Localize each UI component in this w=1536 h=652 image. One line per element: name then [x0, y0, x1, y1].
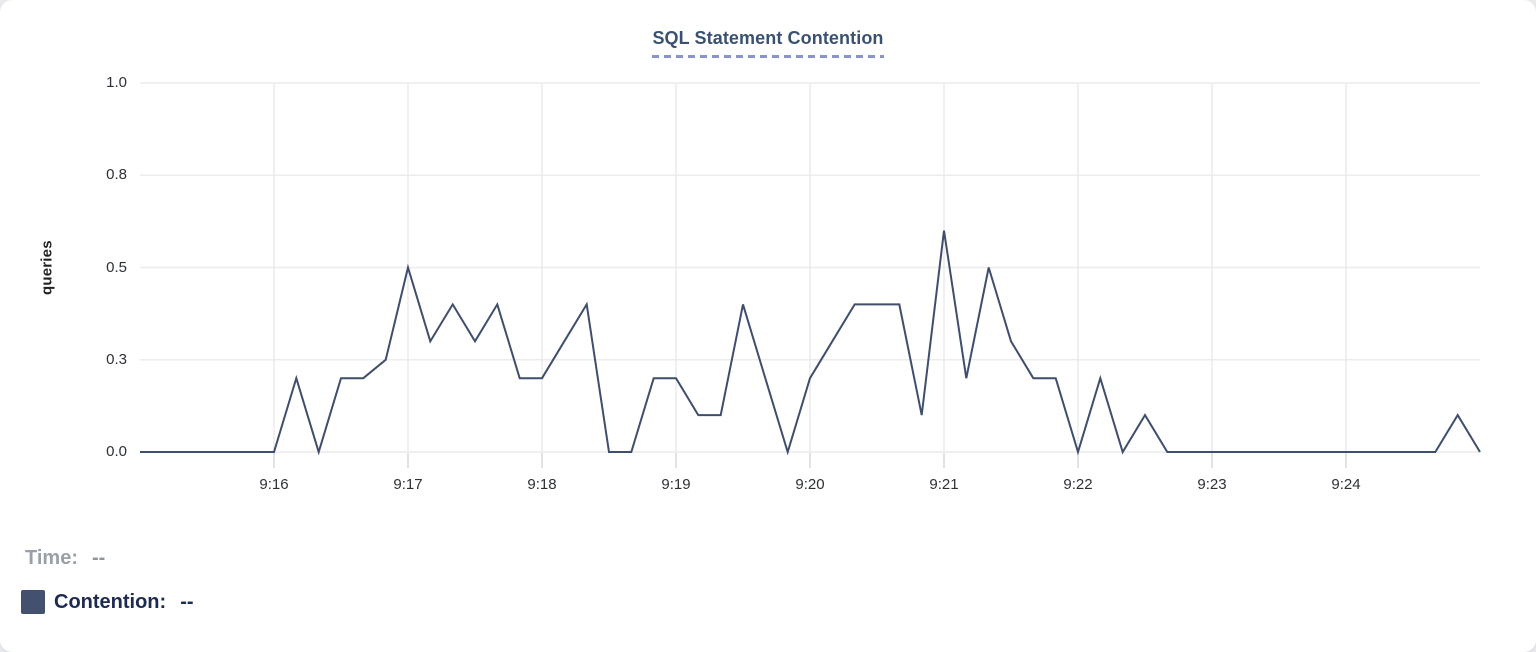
contention-series-swatch: [21, 590, 45, 614]
y-tick-label: 1.0: [106, 74, 127, 91]
y-tick-label: 0.8: [106, 166, 127, 184]
legend-contention-label: Contention:: [54, 590, 167, 613]
x-tick-label: 9:19: [661, 476, 691, 493]
x-tick-label: 9:24: [1331, 476, 1361, 493]
x-tick-label: 9:20: [795, 476, 825, 493]
legend-time-row: Time: --: [25, 547, 105, 570]
y-tick-label: 0.3: [106, 350, 127, 368]
chart-title[interactable]: SQL Statement Contention: [652, 28, 884, 58]
legend-contention-row: Contention: --: [21, 590, 194, 614]
x-tick-label: 9:18: [527, 476, 557, 493]
x-tick-label: 9:22: [1063, 476, 1093, 493]
y-tick-label: 0.5: [106, 258, 127, 276]
contention-series-line: [140, 230, 1481, 456]
x-tick-label: 9:17: [393, 476, 423, 493]
contention-line-chart[interactable]: [0, 0, 1536, 530]
x-tick-label: 9:16: [259, 476, 289, 493]
x-tick-label: 9:23: [1197, 476, 1227, 493]
legend-time-label: Time:: [25, 547, 78, 569]
legend-contention-value: --: [180, 590, 194, 613]
chart-plot-region[interactable]: queries 0.0 0.3 0.5 0.8 1.0 9:16 9:17 9:18 9:19 9…: [0, 0, 1536, 530]
x-tick-label: 9:21: [929, 476, 959, 493]
y-tick-label: 0.0: [106, 443, 127, 460]
legend-time-value: --: [91, 547, 106, 569]
chart-header: SQL Statement Contention: [0, 28, 1536, 58]
